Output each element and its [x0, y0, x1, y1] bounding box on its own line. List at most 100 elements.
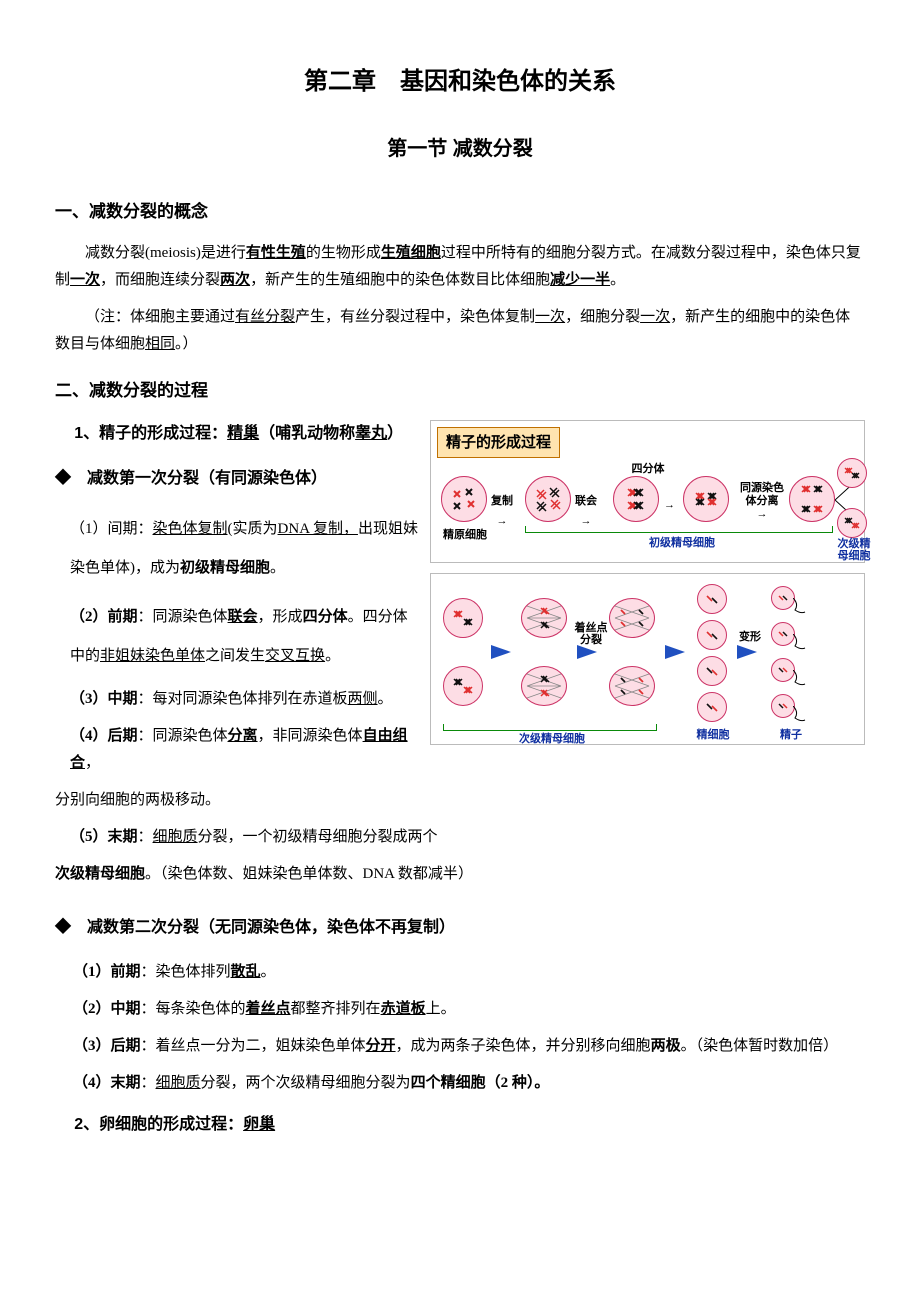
u: 一次 [70, 272, 100, 288]
u: 相同 [145, 336, 175, 352]
concept-p2: （注：体细胞主要通过有丝分裂产生，有丝分裂过程中，染色体复制一次，细胞分裂一次，… [55, 304, 865, 358]
b: 初级精母细胞 [180, 560, 270, 576]
t: 分裂，两个次级精母细胞分裂为 [201, 1075, 411, 1091]
sperm-4 [771, 694, 795, 718]
lbl: 复制 [491, 495, 513, 507]
ana2-top [609, 598, 655, 638]
lbl-sperm: 精子 [771, 726, 811, 746]
arrow-big-1 [491, 645, 511, 659]
m2-step1: （1）前期：染色体排列散乱。 [55, 959, 865, 986]
t: ：染色体排列 [141, 964, 231, 980]
tetrad-cell [613, 476, 659, 522]
t: ，细胞分裂 [565, 309, 640, 325]
sec-cell-bot [443, 666, 483, 706]
spermatid-3 [697, 656, 727, 686]
m2-step4: （4）末期：细胞质分裂，两个次级精母细胞分裂为四个精细胞（2 种）。 [55, 1070, 865, 1097]
u: 睾丸 [355, 425, 387, 442]
u: 分离 [228, 728, 258, 744]
t: ，而细胞连续分裂 [100, 272, 220, 288]
t: 之间发生 [205, 648, 265, 664]
b: （4）末期 [73, 1075, 141, 1091]
m1-step4b: 分别向细胞的两极移动。 [55, 787, 865, 814]
spermatid-2 [697, 620, 727, 650]
u: 减少一半 [550, 272, 610, 288]
bracket-primary [525, 526, 833, 533]
u: 一次 [640, 309, 670, 325]
b: 两极 [651, 1038, 681, 1054]
diagram-meiosis-2: 着丝点 分裂 变形 [430, 573, 865, 745]
t: ：每条染色体的 [141, 1001, 246, 1017]
b: （2）前期 [70, 609, 138, 625]
meta2-top [521, 598, 567, 638]
lbl-primary: 初级精母细胞 [637, 534, 727, 554]
tail-4 [793, 706, 811, 724]
sec-cell-top [443, 598, 483, 638]
sperm-1 [771, 586, 795, 610]
t: 产生，有丝分裂过程中，染色体复制 [295, 309, 535, 325]
t: （注：体细胞主要通过 [85, 309, 235, 325]
lbl: 同源染色 体分离 [740, 482, 784, 507]
arrow-3: → [664, 496, 675, 516]
u: 两次 [220, 272, 250, 288]
spermatid-1 [697, 584, 727, 614]
arrow-big-2 [577, 645, 597, 659]
b: 四分体 [303, 609, 348, 625]
tail-3 [793, 670, 811, 688]
t: ：同源染色体 [138, 609, 228, 625]
t: ） [387, 425, 403, 442]
heading-concept: 一、减数分裂的概念 [55, 197, 865, 228]
arrow-replicate: 复制→ [491, 492, 513, 532]
t: 的生物形成 [306, 245, 381, 261]
m1-step5: （5）末期：细胞质分裂，一个初级精母细胞分裂成两个 [55, 824, 865, 851]
u: 精巢 [227, 425, 259, 442]
t: 都整齐排列在 [291, 1001, 381, 1017]
u: 联会 [228, 609, 258, 625]
m1-step5b: 次级精母细胞。（染色体数、姐妹染色单体数、DNA 数都减半） [55, 861, 865, 888]
u: 赤道板 [381, 1001, 426, 1017]
b: 四个精细胞（2 种）。 [411, 1075, 550, 1091]
t: （哺乳动物称 [259, 425, 355, 442]
b: （1）前期 [73, 964, 141, 980]
tail-2 [793, 634, 811, 652]
u: 生殖细胞 [381, 245, 441, 261]
t: 。） [175, 336, 198, 352]
lbl-transform: 变形 [733, 628, 767, 648]
u: 卵巢 [243, 1116, 275, 1133]
t: 。 [378, 691, 393, 707]
sperm-formation-diagram: 精子的形成过程 复制→ [430, 420, 865, 755]
b: （4）后期 [70, 728, 138, 744]
lbl-spermatid: 精细胞 [691, 726, 735, 746]
sperm-2 [771, 622, 795, 646]
t: 分裂，一个初级精母细胞分裂成两个 [198, 829, 438, 845]
secondary-cell-b [837, 508, 867, 538]
diagram-title: 精子的形成过程 [437, 427, 560, 458]
meiosis2-heading: ◆ 减数第二次分裂（无同源染色体，染色体不再复制） [55, 914, 865, 943]
diagram-meiosis-1: 精子的形成过程 复制→ [430, 420, 865, 563]
primary-cell-1 [525, 476, 571, 522]
m2-step3: （3）后期：着丝点一分为二，姐妹染色单体分开，成为两条子染色体，并分别移向细胞两… [55, 1033, 865, 1060]
chapter-title: 第二章 基因和染色体的关系 [55, 60, 865, 103]
anaphase1-cell [789, 476, 835, 522]
t: ：着丝点一分为二，姐妹染色单体 [141, 1038, 366, 1054]
u: 有丝分裂 [235, 309, 295, 325]
t: 。 [325, 648, 340, 664]
t: ，成为两条子染色体，并分别移向细胞 [396, 1038, 651, 1054]
t: 减数分裂(meiosis)是进行 [85, 245, 246, 261]
b: （3）后期 [73, 1038, 141, 1054]
u: DNA 复制， [278, 521, 358, 537]
section-title: 第一节 减数分裂 [55, 131, 865, 167]
t: ，非同源染色体 [258, 728, 363, 744]
egg-heading: 2、卵细胞的形成过程：卵巢 [55, 1111, 865, 1140]
concept-p1: 减数分裂(meiosis)是进行有性生殖的生物形成生殖细胞过程中所特有的细胞分裂… [55, 240, 865, 294]
u: 染色体复制 [153, 521, 228, 537]
metaphase1-cell [683, 476, 729, 522]
m2-step2: （2）中期：每条染色体的着丝点都整齐排列在赤道板上。 [55, 996, 865, 1023]
u: 两侧 [348, 691, 378, 707]
t: 上。 [426, 1001, 456, 1017]
u: 交叉互换 [265, 648, 325, 664]
t: ，形成 [258, 609, 303, 625]
t: ， [85, 755, 100, 771]
u: 着丝点 [246, 1001, 291, 1017]
t: 。（染色体暂时数加倍） [681, 1038, 839, 1054]
lbl-secondary: 次级精母细胞 [507, 730, 597, 750]
